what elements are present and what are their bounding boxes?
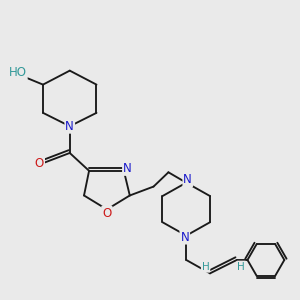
Text: N: N bbox=[123, 162, 132, 175]
Text: HO: HO bbox=[9, 66, 27, 79]
Text: H: H bbox=[202, 262, 209, 272]
Text: N: N bbox=[65, 120, 74, 133]
Text: N: N bbox=[183, 173, 192, 186]
Text: O: O bbox=[102, 206, 112, 220]
Text: H: H bbox=[237, 262, 245, 272]
Text: N: N bbox=[180, 231, 189, 244]
Text: O: O bbox=[35, 157, 44, 170]
